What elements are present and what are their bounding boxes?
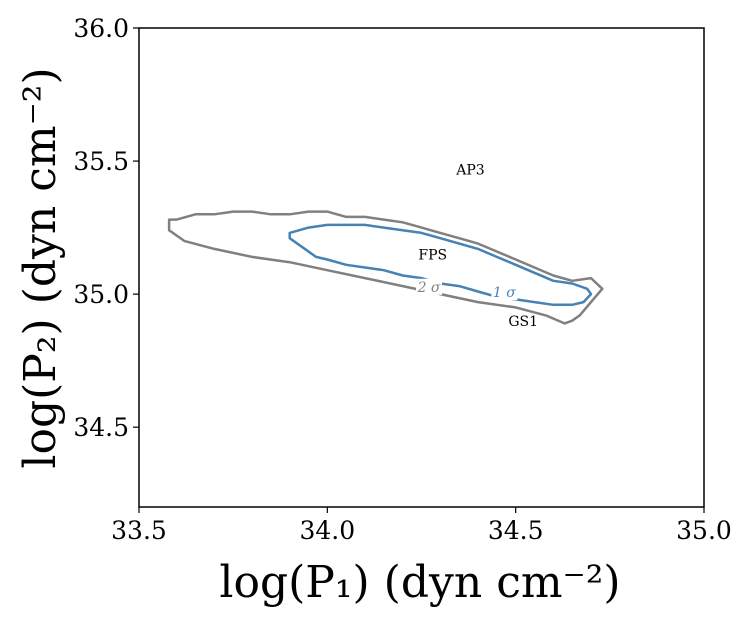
x-axis-title: log(P₁) (dyn cm⁻²) [219, 557, 620, 608]
y-tick-label: 36.0 [73, 14, 129, 43]
contour-line-2 [288, 223, 593, 307]
x-axis-title-group: log(P₁) (dyn cm⁻²) [219, 557, 620, 608]
annotation-ap3: AP3 [455, 162, 484, 178]
plot-frame [138, 27, 705, 508]
contour-lines [167, 210, 604, 325]
y-axis-title-group: log(P₂) (dyn cm⁻²) [15, 67, 66, 468]
contour-label-2: 1 σ [493, 285, 516, 301]
contour-label-bg [491, 284, 518, 301]
x-tick-label: 34.0 [299, 516, 355, 545]
x-tick-label: 35.0 [676, 516, 732, 545]
contour-label-1: 2 σ [417, 280, 441, 296]
x-tick-label: 33.5 [111, 516, 167, 545]
x-tick-label: 34.5 [488, 516, 544, 545]
y-axis-title: log(P₂) (dyn cm⁻²) [15, 67, 66, 468]
annotations: AP3 FPS GS1 [418, 162, 538, 330]
y-tick-label: 35.5 [73, 147, 129, 176]
contour-line-1 [167, 210, 604, 325]
contour-label-bg [416, 278, 443, 295]
contour-labels: 2 σ 1 σ [416, 278, 518, 301]
annotation-fps: FPS [418, 248, 447, 264]
y-tick-label: 34.5 [73, 413, 129, 442]
annotation-gs1: GS1 [508, 314, 538, 330]
axes: 33.5 34.0 34.5 35.0 34.5 35.0 35.5 36.0 [73, 14, 732, 545]
y-tick-label: 35.0 [73, 280, 129, 309]
